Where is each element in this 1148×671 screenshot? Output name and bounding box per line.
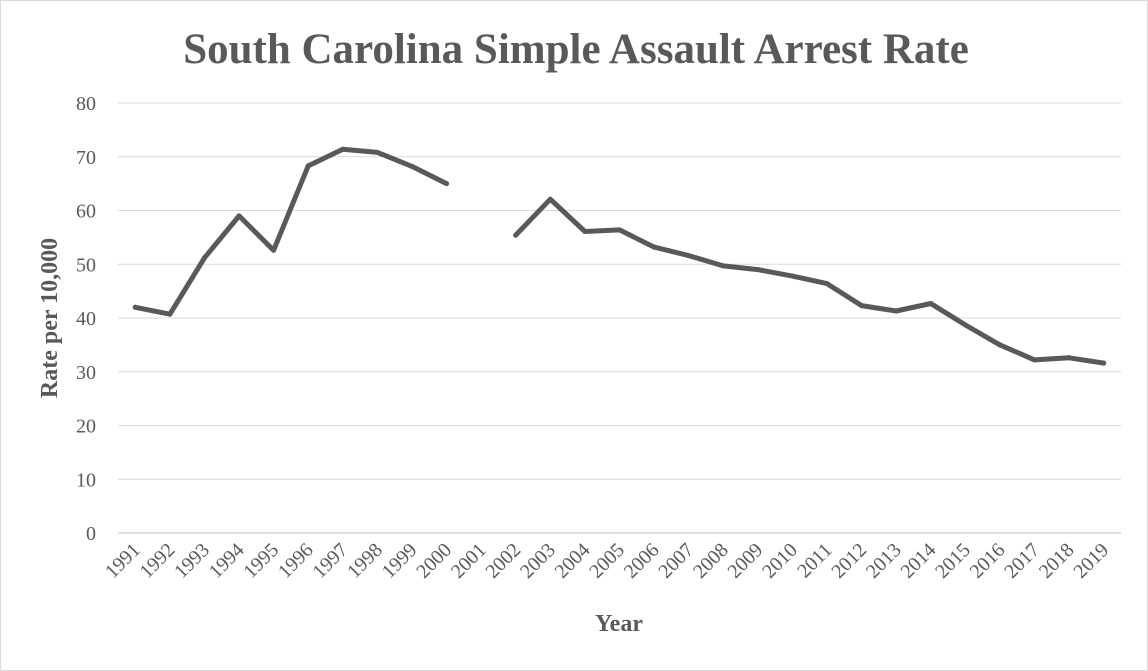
data-point (271, 247, 277, 253)
x-tick-label: 2011 (793, 539, 836, 582)
data-point (167, 311, 173, 317)
x-tick-label: 2004 (551, 539, 595, 583)
x-tick-label: 1995 (239, 539, 283, 583)
x-tick-label: 2001 (447, 539, 491, 583)
data-point (305, 163, 311, 169)
x-tick-label: 1992 (136, 539, 180, 583)
data-point (617, 227, 622, 233)
y-tick-label: 10 (76, 469, 96, 491)
x-tick-label: 2006 (620, 539, 664, 583)
data-point (201, 255, 207, 261)
series-line-segment (132, 146, 450, 317)
data-point (686, 253, 692, 259)
data-point (928, 300, 934, 306)
x-tick-label: 2014 (896, 539, 940, 583)
x-axis-title: Year (595, 611, 643, 637)
data-point (962, 322, 968, 328)
x-tick-label: 2007 (654, 539, 698, 583)
data-point (513, 232, 519, 238)
data-point (1101, 360, 1107, 366)
series-line-segment (513, 196, 1107, 366)
x-tick-label: 1998 (343, 539, 387, 583)
x-tick-label: 1996 (274, 539, 318, 583)
x-tick-label: 2013 (862, 539, 906, 583)
data-point (720, 263, 726, 269)
x-tick-label: 1999 (378, 539, 422, 583)
data-point (409, 163, 415, 169)
data-point (1066, 355, 1072, 361)
y-tick-label: 70 (76, 147, 96, 169)
data-point (1032, 357, 1038, 363)
data-point (893, 308, 899, 314)
x-tick-label: 2002 (481, 539, 525, 583)
y-tick-label: 20 (76, 416, 96, 438)
x-axis-ticks: 1991199219931994199519961997199819992000… (101, 539, 1113, 583)
y-tick-label: 80 (76, 93, 96, 115)
x-tick-label: 1991 (101, 539, 145, 583)
x-tick-label: 2012 (827, 539, 871, 583)
gridlines (118, 102, 1121, 534)
y-tick-label: 40 (76, 308, 96, 330)
data-point (340, 146, 346, 152)
x-tick-label: 1997 (309, 539, 353, 583)
x-tick-label: 1993 (170, 539, 214, 583)
y-tick-label: 30 (76, 362, 96, 384)
data-point (547, 196, 553, 202)
chart-title: South Carolina Simple Assault Arrest Rat… (183, 26, 969, 73)
y-axis-title: Rate per 10,000 (37, 238, 63, 398)
x-tick-label: 2000 (412, 539, 456, 583)
x-tick-label: 2008 (689, 539, 733, 583)
data-point (789, 273, 795, 279)
data-point (132, 304, 138, 310)
y-tick-label: 60 (76, 201, 96, 223)
data-point (582, 228, 588, 234)
data-point (824, 281, 830, 287)
data-point (651, 244, 657, 250)
x-tick-label: 2003 (516, 539, 560, 583)
data-point (374, 149, 380, 155)
y-axis-ticks: 0 10 20 30 40 50 60 70 80 (76, 93, 96, 545)
x-tick-label: 2010 (758, 539, 802, 583)
x-tick-label: 2017 (1000, 539, 1044, 583)
x-tick-label: 2019 (1069, 539, 1113, 583)
series-lines (132, 146, 1107, 366)
data-point (859, 303, 865, 309)
data-point (997, 342, 1003, 348)
y-tick-label: 0 (86, 523, 96, 545)
data-point (755, 267, 761, 273)
x-tick-label: 1994 (205, 539, 249, 583)
x-tick-label: 2018 (1035, 539, 1079, 583)
data-point (444, 181, 450, 187)
y-tick-label: 50 (76, 254, 96, 276)
x-tick-label: 2016 (966, 539, 1010, 583)
data-point (236, 213, 242, 219)
x-tick-label: 2015 (931, 539, 975, 583)
x-tick-label: 2009 (724, 539, 768, 583)
x-tick-label: 2005 (585, 539, 629, 583)
